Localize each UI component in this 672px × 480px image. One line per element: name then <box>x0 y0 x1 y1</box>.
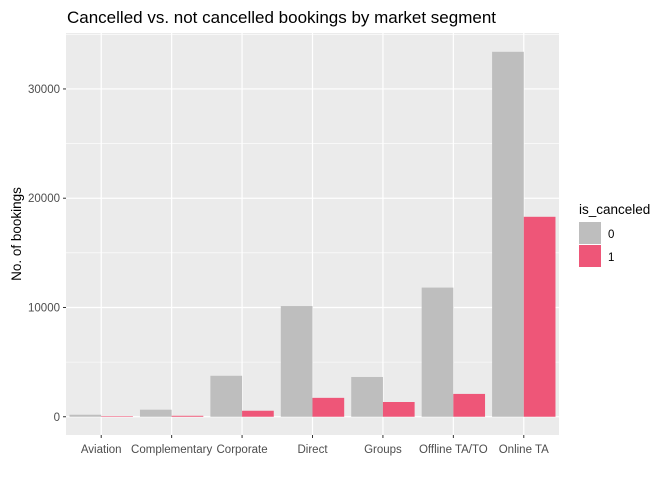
bar-online-ta-series-0 <box>492 51 524 417</box>
bar-offline-ta-to-series-0 <box>421 287 454 417</box>
bars <box>69 51 556 417</box>
x-tick-label: Corporate <box>217 444 268 456</box>
bar-groups-series-1 <box>382 402 415 417</box>
y-tick-label: 0 <box>54 412 60 424</box>
legend-label-0: 0 <box>608 229 614 241</box>
bar-groups-series-0 <box>351 376 383 417</box>
bar-direct-series-0 <box>280 306 313 417</box>
bar-direct-series-1 <box>312 397 345 417</box>
bar-complementary-series-1 <box>171 415 204 417</box>
y-axis: 0 10000 20000 30000 <box>28 84 66 424</box>
y-tick-label: 20000 <box>28 193 60 205</box>
x-tick-label: Complementary <box>131 444 212 456</box>
y-axis-title: No. of bookings <box>9 187 24 281</box>
x-axis: Aviation Complementary Corporate Direct Grou… <box>81 435 549 456</box>
legend: is_canceled 0 1 <box>579 202 650 267</box>
x-tick-label: Aviation <box>81 444 122 456</box>
x-tick-label: Direct <box>297 444 328 456</box>
bar-complementary-series-0 <box>139 409 172 417</box>
legend-label-1: 1 <box>608 252 614 264</box>
chart-title: Cancelled vs. not cancelled bookings by … <box>67 8 496 27</box>
bar-offline-ta-to-series-1 <box>453 393 486 417</box>
bar-aviation-series-1 <box>101 416 133 417</box>
legend-key-1 <box>579 245 601 267</box>
bar-corporate-series-1 <box>242 410 274 417</box>
y-tick-label: 10000 <box>28 302 60 314</box>
x-tick-label: Groups <box>364 444 402 456</box>
bar-corporate-series-0 <box>210 375 243 417</box>
bar-aviation-series-0 <box>69 414 102 417</box>
x-tick-label: Offline TA/TO <box>419 444 488 456</box>
bar-online-ta-series-1 <box>523 216 556 417</box>
legend-title: is_canceled <box>579 202 650 217</box>
legend-key-0 <box>579 222 601 244</box>
x-tick-label: Online TA <box>499 444 549 456</box>
y-tick-label: 30000 <box>28 84 60 96</box>
